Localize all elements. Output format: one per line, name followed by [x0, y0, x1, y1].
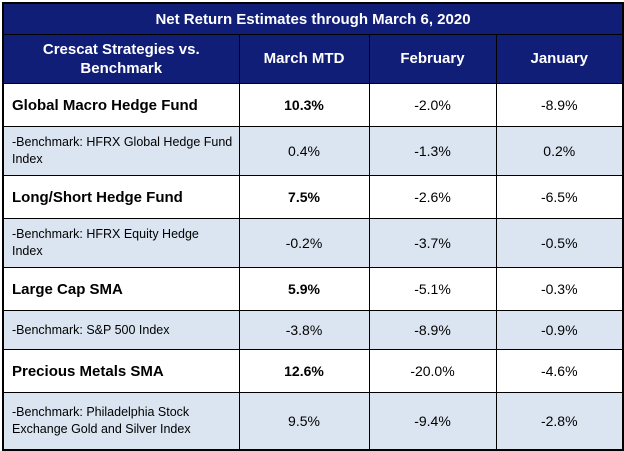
february-value: -5.1% — [368, 267, 497, 311]
january-value: -0.5% — [495, 218, 624, 268]
march-mtd-value: 7.5% — [238, 175, 370, 219]
row-global-macro-hedge-fund: Global Macro Hedge Fund 10.3% -2.0% -8.9… — [2, 83, 624, 127]
row-long-short-hedge-fund: Long/Short Hedge Fund 7.5% -2.6% -6.5% — [2, 175, 624, 219]
strategy-name: Long/Short Hedge Fund — [2, 175, 240, 219]
benchmark-name: -Benchmark: S&P 500 Index — [2, 310, 240, 350]
january-value: 0.2% — [495, 126, 624, 176]
february-value: -2.0% — [368, 83, 497, 127]
strategy-name: Large Cap SMA — [2, 267, 240, 311]
february-value: -20.0% — [368, 349, 497, 393]
january-value: -2.8% — [495, 392, 624, 451]
row-large-cap-sma: Large Cap SMA 5.9% -5.1% -0.3% — [2, 267, 624, 311]
march-mtd-value: -3.8% — [238, 310, 370, 350]
column-header-march-mtd: March MTD — [238, 34, 370, 84]
row-precious-metals-sma: Precious Metals SMA 12.6% -20.0% -4.6% — [2, 349, 624, 393]
january-value: -6.5% — [495, 175, 624, 219]
column-header-strategies: Crescat Strategies vs. Benchmark — [2, 34, 240, 84]
strategy-name: Global Macro Hedge Fund — [2, 83, 240, 127]
january-value: -0.9% — [495, 310, 624, 350]
row-benchmark-sp500: -Benchmark: S&P 500 Index -3.8% -8.9% -0… — [2, 310, 624, 350]
title-row: Net Return Estimates through March 6, 20… — [2, 2, 624, 35]
march-mtd-value: -0.2% — [238, 218, 370, 268]
row-benchmark-hfrx-equity-hedge: -Benchmark: HFRX Equity Hedge Index -0.2… — [2, 218, 624, 268]
february-value: -9.4% — [368, 392, 497, 451]
march-mtd-value: 0.4% — [238, 126, 370, 176]
february-value: -1.3% — [368, 126, 497, 176]
strategy-name: Precious Metals SMA — [2, 349, 240, 393]
benchmark-name: -Benchmark: Philadelphia Stock Exchange … — [2, 392, 240, 451]
february-value: -2.6% — [368, 175, 497, 219]
table-title: Net Return Estimates through March 6, 20… — [2, 2, 624, 35]
february-value: -3.7% — [368, 218, 497, 268]
row-benchmark-hfrx-global-hedge: -Benchmark: HFRX Global Hedge Fund Index… — [2, 126, 624, 176]
january-value: -4.6% — [495, 349, 624, 393]
january-value: -0.3% — [495, 267, 624, 311]
march-mtd-value: 5.9% — [238, 267, 370, 311]
march-mtd-value: 10.3% — [238, 83, 370, 127]
january-value: -8.9% — [495, 83, 624, 127]
column-header-row: Crescat Strategies vs. Benchmark March M… — [2, 34, 624, 84]
column-header-january: January — [495, 34, 624, 84]
row-benchmark-philadelphia-gold-silver: -Benchmark: Philadelphia Stock Exchange … — [2, 392, 624, 451]
benchmark-name: -Benchmark: HFRX Equity Hedge Index — [2, 218, 240, 268]
march-mtd-value: 9.5% — [238, 392, 370, 451]
column-header-february: February — [368, 34, 497, 84]
march-mtd-value: 12.6% — [238, 349, 370, 393]
benchmark-name: -Benchmark: HFRX Global Hedge Fund Index — [2, 126, 240, 176]
february-value: -8.9% — [368, 310, 497, 350]
